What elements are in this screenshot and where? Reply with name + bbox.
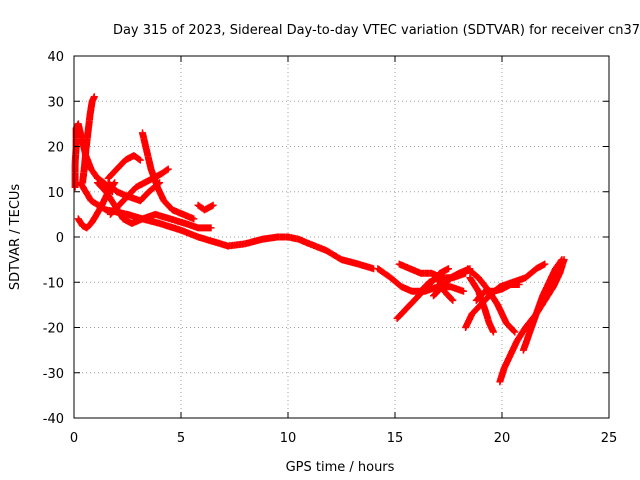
series-markers xyxy=(472,281,523,304)
series xyxy=(519,256,566,354)
y-tick-label: -10 xyxy=(43,276,64,291)
data-points xyxy=(71,93,568,386)
y-tick-label: 30 xyxy=(47,95,64,110)
grid xyxy=(74,56,609,418)
y-tick-label: 40 xyxy=(47,50,64,65)
y-axis-label: SDTVAR / TECUs xyxy=(8,184,23,291)
x-tick-label: 20 xyxy=(494,431,511,446)
series xyxy=(194,201,217,214)
series xyxy=(139,129,198,223)
series-markers xyxy=(94,179,215,232)
x-tick-label: 5 xyxy=(177,431,185,446)
y-tick-label: 0 xyxy=(56,231,64,246)
series xyxy=(464,265,519,336)
series xyxy=(79,93,98,187)
y-tick-label: -40 xyxy=(43,412,64,427)
series-markers xyxy=(464,265,519,336)
series-markers xyxy=(194,201,217,214)
series xyxy=(94,179,215,232)
series xyxy=(104,152,144,182)
x-tick-label: 10 xyxy=(280,431,297,446)
x-tick-label: 25 xyxy=(601,431,618,446)
y-tick-label: -20 xyxy=(43,322,64,337)
series xyxy=(104,179,164,205)
axis-ticks: 0 5 10 15 20 25 -40 -30 -20 -10 0 10 20 30 40 xyxy=(43,50,618,446)
chart-title: Day 315 of 2023, Sidereal Day-to-day VTE… xyxy=(113,23,640,38)
series-markers xyxy=(519,256,566,354)
y-tick-label: 20 xyxy=(47,141,64,156)
series-markers xyxy=(139,129,198,223)
y-tick-label: 10 xyxy=(47,186,64,201)
series xyxy=(472,281,523,304)
x-tick-label: 0 xyxy=(70,431,78,446)
series-markers xyxy=(104,179,164,205)
series-markers xyxy=(104,152,144,182)
y-tick-label: -30 xyxy=(43,367,64,382)
x-tick-label: 15 xyxy=(387,431,404,446)
series-markers xyxy=(79,93,98,187)
x-axis-label: GPS time / hours xyxy=(286,460,395,475)
